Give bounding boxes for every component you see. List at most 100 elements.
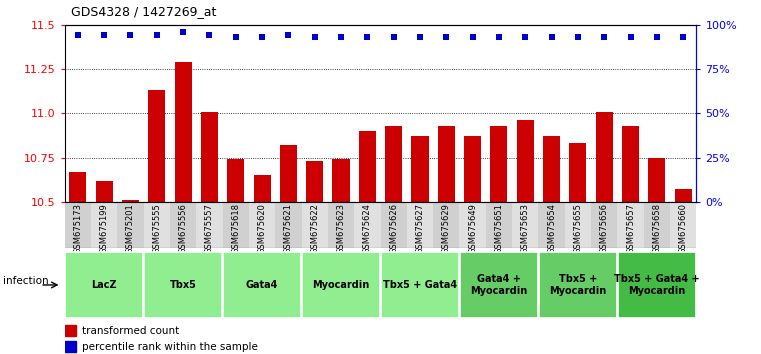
Bar bbox=[223, 251, 301, 319]
Bar bbox=[674, 189, 692, 202]
Point bbox=[598, 34, 610, 40]
Bar bbox=[354, 202, 380, 248]
Bar bbox=[302, 251, 380, 319]
Bar bbox=[670, 202, 696, 248]
Text: Myocardin: Myocardin bbox=[313, 280, 370, 290]
Bar bbox=[280, 145, 297, 202]
Text: GSM675620: GSM675620 bbox=[257, 203, 266, 254]
Bar bbox=[174, 62, 192, 202]
Bar bbox=[433, 202, 460, 248]
Point bbox=[361, 34, 374, 40]
Bar bbox=[460, 251, 538, 319]
Bar bbox=[223, 202, 249, 248]
Text: GSM675556: GSM675556 bbox=[179, 203, 188, 254]
Bar bbox=[539, 202, 565, 248]
Bar bbox=[144, 251, 222, 319]
Bar bbox=[460, 202, 486, 248]
Point bbox=[177, 29, 189, 35]
Bar bbox=[122, 200, 139, 202]
Text: GSM675618: GSM675618 bbox=[231, 203, 240, 254]
Bar bbox=[91, 202, 117, 248]
Point bbox=[572, 34, 584, 40]
Text: GSM675654: GSM675654 bbox=[547, 203, 556, 254]
Text: GSM675655: GSM675655 bbox=[573, 203, 582, 254]
Point bbox=[519, 34, 531, 40]
Bar bbox=[381, 251, 459, 319]
Bar bbox=[201, 112, 218, 202]
Bar bbox=[486, 202, 512, 248]
Text: GSM675624: GSM675624 bbox=[363, 203, 372, 254]
Point bbox=[151, 33, 163, 38]
Bar bbox=[385, 126, 403, 202]
Bar bbox=[648, 158, 665, 202]
Text: GSM675555: GSM675555 bbox=[152, 203, 161, 254]
Text: percentile rank within the sample: percentile rank within the sample bbox=[82, 342, 258, 352]
Bar bbox=[333, 159, 349, 202]
Text: GSM675199: GSM675199 bbox=[100, 203, 109, 254]
Text: GSM675651: GSM675651 bbox=[495, 203, 504, 254]
Text: GSM675653: GSM675653 bbox=[521, 203, 530, 254]
Point bbox=[546, 34, 558, 40]
Point bbox=[651, 34, 663, 40]
Point bbox=[72, 33, 84, 38]
Text: GSM675173: GSM675173 bbox=[73, 203, 82, 254]
Text: GSM675626: GSM675626 bbox=[389, 203, 398, 254]
Bar bbox=[328, 202, 354, 248]
Point bbox=[440, 34, 452, 40]
Bar bbox=[412, 136, 428, 202]
Text: Tbx5: Tbx5 bbox=[170, 280, 196, 290]
Bar bbox=[65, 341, 76, 353]
Point bbox=[335, 34, 347, 40]
Text: GSM675201: GSM675201 bbox=[126, 203, 135, 254]
Bar bbox=[539, 251, 617, 319]
Text: transformed count: transformed count bbox=[82, 326, 180, 336]
Point bbox=[203, 33, 215, 38]
Bar bbox=[65, 202, 91, 248]
Point bbox=[387, 34, 400, 40]
Text: Gata4 +
Myocardin: Gata4 + Myocardin bbox=[470, 274, 527, 296]
Bar bbox=[596, 112, 613, 202]
Bar bbox=[228, 159, 244, 202]
Bar bbox=[170, 202, 196, 248]
Text: GSM675623: GSM675623 bbox=[336, 203, 345, 254]
Bar bbox=[565, 202, 591, 248]
Bar bbox=[148, 90, 165, 202]
Text: GSM675627: GSM675627 bbox=[416, 203, 425, 254]
Bar bbox=[622, 126, 639, 202]
Bar bbox=[407, 202, 433, 248]
Bar bbox=[144, 202, 170, 248]
Bar bbox=[275, 202, 301, 248]
Text: GSM675657: GSM675657 bbox=[626, 203, 635, 254]
Text: GSM675660: GSM675660 bbox=[679, 203, 688, 254]
Bar bbox=[69, 172, 87, 202]
Bar bbox=[117, 202, 144, 248]
Bar bbox=[512, 202, 539, 248]
Text: GSM675622: GSM675622 bbox=[310, 203, 319, 254]
Bar bbox=[464, 136, 481, 202]
Point bbox=[282, 33, 295, 38]
Text: LacZ: LacZ bbox=[91, 280, 117, 290]
Point bbox=[98, 33, 110, 38]
Bar bbox=[306, 161, 323, 202]
Bar bbox=[196, 202, 222, 248]
Point bbox=[677, 34, 689, 40]
Point bbox=[493, 34, 505, 40]
Bar bbox=[543, 136, 560, 202]
Bar bbox=[644, 202, 670, 248]
Bar bbox=[618, 251, 696, 319]
Bar bbox=[249, 202, 275, 248]
Text: GSM675649: GSM675649 bbox=[468, 203, 477, 254]
Text: GSM675557: GSM675557 bbox=[205, 203, 214, 254]
Bar bbox=[380, 202, 407, 248]
Bar bbox=[438, 126, 455, 202]
Bar bbox=[65, 251, 143, 319]
Bar bbox=[591, 202, 617, 248]
Bar bbox=[358, 131, 376, 202]
Bar bbox=[490, 126, 508, 202]
Bar bbox=[617, 202, 644, 248]
Text: infection: infection bbox=[3, 276, 49, 286]
Text: Tbx5 + Gata4: Tbx5 + Gata4 bbox=[383, 280, 457, 290]
Text: Tbx5 +
Myocardin: Tbx5 + Myocardin bbox=[549, 274, 607, 296]
Point bbox=[414, 34, 426, 40]
Point bbox=[256, 34, 268, 40]
